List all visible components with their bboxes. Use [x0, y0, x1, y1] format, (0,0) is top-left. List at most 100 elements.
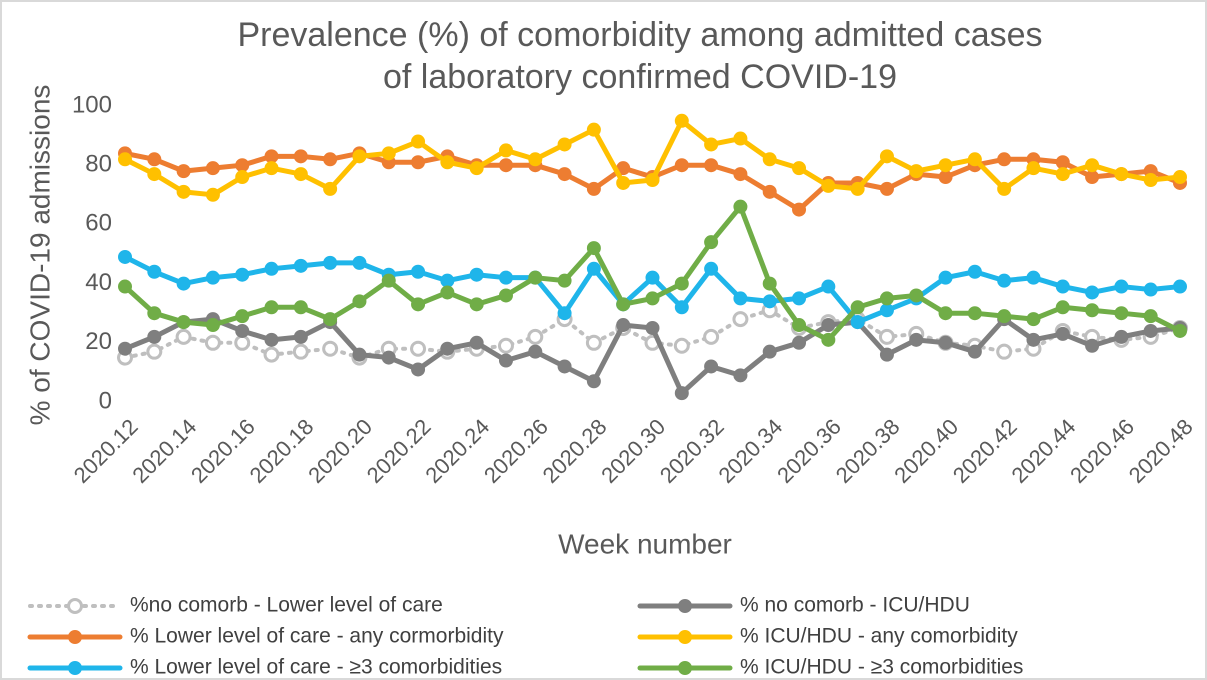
- data-point: [1143, 309, 1158, 324]
- data-point: [411, 264, 426, 279]
- data-point: [528, 270, 543, 285]
- chart-title: Prevalence (%) of comorbidity among admi…: [237, 16, 1043, 96]
- data-point: [118, 279, 132, 294]
- data-point: [1085, 158, 1100, 173]
- data-point: [879, 181, 894, 196]
- data-point: [118, 152, 132, 167]
- data-point: [1173, 279, 1187, 294]
- data-point: [733, 199, 748, 214]
- data-point: [528, 344, 543, 359]
- data-point: [586, 261, 601, 276]
- data-point: [323, 255, 338, 270]
- data-point: [1055, 326, 1070, 341]
- data-point: [674, 300, 689, 315]
- legend-label: %no comorb - Lower level of care: [130, 594, 443, 617]
- data-point: [762, 276, 777, 291]
- data-point: [967, 152, 982, 167]
- data-point: [469, 335, 484, 350]
- data-point: [674, 113, 689, 128]
- data-point: [557, 306, 572, 321]
- data-point: [293, 300, 308, 315]
- series: [118, 199, 1187, 347]
- data-point: [175, 328, 192, 345]
- data-point: [411, 134, 426, 149]
- data-point: [469, 297, 484, 312]
- data-point: [762, 344, 777, 359]
- data-point: [997, 152, 1012, 167]
- data-point: [704, 158, 719, 173]
- data-point: [674, 276, 689, 291]
- data-point: [293, 258, 308, 273]
- data-point: [586, 374, 601, 389]
- data-point: [292, 343, 309, 360]
- data-point: [147, 329, 162, 344]
- data-point: [323, 312, 338, 327]
- data-point: [381, 350, 396, 365]
- data-point: [704, 359, 719, 374]
- legend-label: % ICU/HDU - ≥3 comorbidities: [740, 656, 1023, 679]
- data-point: [528, 152, 543, 167]
- data-point: [440, 273, 455, 288]
- data-point: [878, 328, 895, 345]
- data-point: [176, 315, 191, 330]
- data-point: [411, 155, 426, 170]
- x-axis-label: Week number: [558, 528, 732, 559]
- data-point: [762, 184, 777, 199]
- data-point: [732, 311, 749, 328]
- data-point: [792, 318, 807, 333]
- data-point: [938, 306, 953, 321]
- data-point: [557, 273, 572, 288]
- data-point: [381, 146, 396, 161]
- series: [118, 249, 1187, 330]
- data-point: [235, 267, 250, 282]
- legend-label: % Lower level of care - any cormorbidity: [130, 625, 504, 648]
- data-point: [498, 158, 513, 173]
- data-point: [938, 270, 953, 285]
- data-point: [497, 337, 514, 354]
- data-point: [645, 321, 660, 335]
- data-point: [996, 343, 1013, 360]
- data-point: [1114, 167, 1129, 182]
- data-point: [704, 137, 719, 152]
- data-point: [821, 178, 836, 193]
- legend-label: % no comorb - ICU/HDU: [740, 594, 970, 617]
- data-point: [585, 334, 602, 351]
- data-point: [147, 167, 162, 182]
- data-point: [176, 184, 191, 199]
- data-point: [616, 297, 631, 312]
- data-point: [1055, 167, 1070, 182]
- data-point: [147, 152, 162, 167]
- data-point: [264, 161, 279, 176]
- data-point: [997, 181, 1012, 196]
- data-point: [792, 202, 807, 217]
- data-point: [1173, 323, 1187, 338]
- data-point: [1143, 323, 1158, 338]
- data-point: [176, 276, 191, 291]
- data-point: [323, 152, 338, 167]
- data-point: [440, 155, 455, 170]
- data-point: [118, 341, 132, 356]
- data-point: [235, 158, 250, 173]
- data-point: [909, 332, 924, 347]
- data-point: [557, 137, 572, 152]
- data-point: [204, 334, 221, 351]
- y-axis-label: % of COVID-19 admissions: [24, 85, 55, 426]
- data-point: [263, 346, 280, 363]
- data-point: [792, 335, 807, 350]
- data-point: [322, 340, 339, 357]
- data-point: [909, 288, 924, 303]
- legend-marker: [68, 661, 82, 675]
- data-point: [293, 167, 308, 182]
- data-point: [967, 306, 982, 321]
- data-point: [557, 359, 572, 374]
- data-point: [1114, 306, 1129, 321]
- data-point: [938, 335, 953, 350]
- data-point: [674, 386, 689, 401]
- data-point: [967, 264, 982, 279]
- data-point: [411, 297, 426, 312]
- data-point: [205, 161, 220, 176]
- data-point: [645, 173, 660, 187]
- data-point: [1055, 155, 1070, 170]
- data-point: [146, 343, 163, 360]
